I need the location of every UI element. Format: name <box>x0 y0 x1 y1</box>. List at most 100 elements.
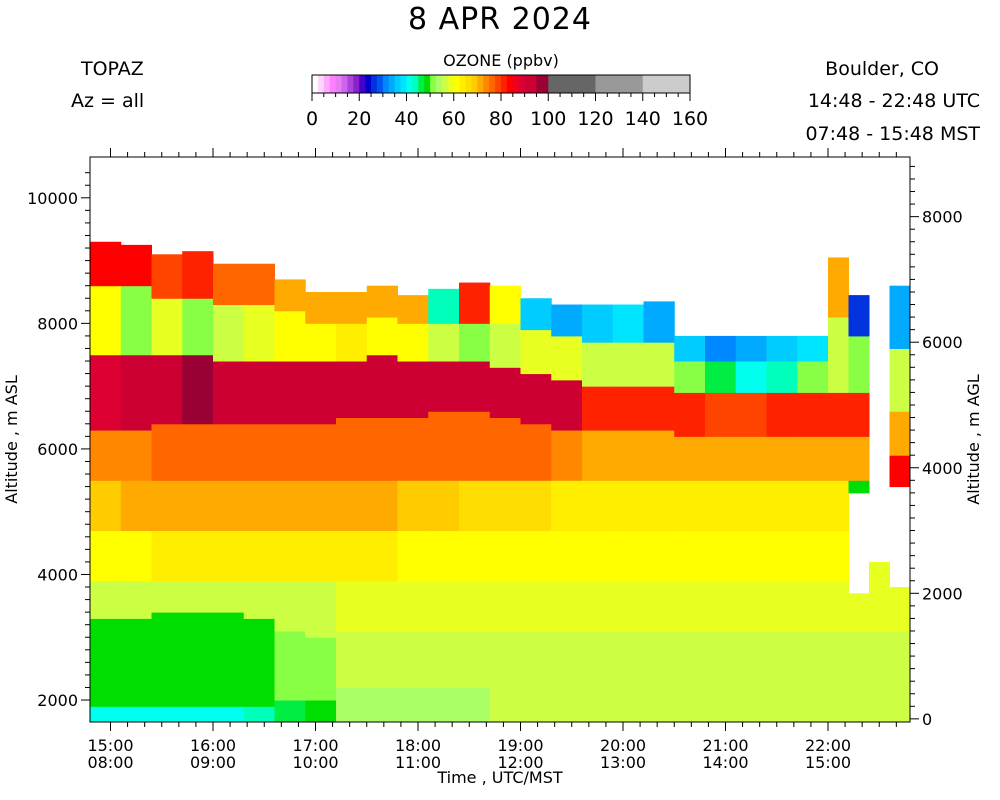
x-tick-label-utc: 21:00 <box>702 736 748 755</box>
colorbar-segment <box>495 75 502 93</box>
ozone-cell <box>489 480 521 532</box>
ozone-cell <box>520 530 552 582</box>
ozone-cell <box>90 354 122 431</box>
ozone-cell <box>213 304 245 362</box>
ozone-cell <box>889 348 911 412</box>
y-tick-label: 10000 <box>27 189 78 208</box>
ozone-cell <box>336 323 368 362</box>
ozone-cell <box>213 361 245 425</box>
ozone-cell <box>705 361 737 393</box>
ozone-cell <box>520 373 552 425</box>
ozone-cell <box>182 423 214 481</box>
ozone-cell <box>551 430 583 481</box>
ozone-cell <box>612 580 644 632</box>
x-tick-label-utc: 15:00 <box>87 736 133 755</box>
ozone-cell <box>90 530 122 582</box>
colorbar-segment <box>453 75 461 93</box>
ozone-cell <box>243 530 275 582</box>
colorbar-segment <box>418 75 425 93</box>
ozone-cell <box>766 436 798 481</box>
colorbar-segment <box>335 75 342 93</box>
ozone-cell <box>520 687 552 723</box>
ozone-cell <box>90 241 122 287</box>
ozone-cell <box>366 530 398 582</box>
ozone-cell <box>459 361 491 412</box>
ozone-cell <box>582 630 614 688</box>
ozone-cell <box>336 480 368 532</box>
ozone-cell <box>705 630 737 688</box>
ozone-cell <box>735 580 767 632</box>
plot-frame <box>89 156 911 723</box>
y-tick-label: 2000 <box>37 691 78 710</box>
ozone-cell <box>336 530 368 582</box>
ozone-cell <box>705 580 737 632</box>
ozone-cell <box>828 530 849 582</box>
x-tick-label-utc: 22:00 <box>805 736 851 755</box>
colorbar-segment <box>430 75 437 93</box>
ozone-cell <box>336 417 368 481</box>
ozone-cell <box>643 342 675 387</box>
ozone-cell <box>674 480 706 532</box>
ozone-cell <box>828 630 849 688</box>
ozone-cell <box>366 354 398 419</box>
x-tick-label-mst: 10:00 <box>292 753 338 772</box>
ozone-cell <box>643 580 675 632</box>
ozone-cell <box>120 430 152 481</box>
ozone-cell <box>151 612 183 707</box>
ozone-cell <box>274 580 306 632</box>
ozone-cell <box>459 580 491 632</box>
ozone-cell <box>489 367 521 419</box>
ozone-cell <box>551 530 583 582</box>
y-right-tick-label: 4000 <box>922 459 963 478</box>
ozone-cell <box>243 618 275 707</box>
ozone-cell <box>828 436 849 481</box>
ozone-cell <box>848 480 870 494</box>
ozone-cell <box>428 580 460 632</box>
x-tick-label-mst: 08:00 <box>87 753 133 772</box>
x-tick-label-utc: 16:00 <box>190 736 236 755</box>
ozone-cell <box>520 480 552 532</box>
ozone-cell <box>797 480 829 532</box>
ozone-cell <box>797 335 829 362</box>
ozone-cell <box>582 687 614 723</box>
ozone-cell <box>643 386 675 431</box>
ozone-cell <box>90 430 122 481</box>
ozone-cell <box>735 335 767 362</box>
ozone-cell <box>274 423 306 481</box>
colorbar-tick-label: 60 <box>441 108 466 130</box>
ozone-cell <box>182 298 214 356</box>
ozone-cell <box>305 637 337 701</box>
ozone-cell <box>120 580 152 619</box>
ozone-cell <box>305 480 337 532</box>
ozone-cell <box>213 263 245 306</box>
colorbar-segment <box>359 75 366 93</box>
ozone-cell <box>366 480 398 532</box>
ozone-cell <box>489 530 521 582</box>
colorbar-tick-label: 160 <box>671 108 709 130</box>
ozone-cell <box>428 361 460 412</box>
x-tick-label-utc: 19:00 <box>497 736 543 755</box>
ozone-profiles <box>90 241 911 723</box>
ozone-cell <box>90 285 122 356</box>
ozone-cell <box>459 530 491 582</box>
x-tick-label-utc: 20:00 <box>600 736 646 755</box>
ozone-cell <box>397 323 429 362</box>
ozone-cell <box>489 580 521 632</box>
ozone-cell <box>889 587 911 632</box>
ozone-cell <box>705 335 737 362</box>
colorbar-tick-label: 140 <box>624 108 661 130</box>
ozone-cell <box>828 480 849 532</box>
azimuth-label: Az = all <box>71 90 145 112</box>
ozone-cell <box>366 580 398 632</box>
ozone-cell <box>336 580 368 632</box>
x-tick-label-mst: 11:00 <box>395 753 441 772</box>
ozone-cell <box>705 480 737 532</box>
ozone-cell <box>828 392 849 437</box>
colorbar-segment <box>512 75 520 93</box>
x-tick-label-utc: 17:00 <box>292 736 338 755</box>
ozone-cell <box>182 530 214 582</box>
ozone-cell <box>90 480 122 532</box>
ozone-cell <box>735 436 767 481</box>
ozone-cell <box>797 580 829 632</box>
ozone-cell <box>520 580 552 632</box>
